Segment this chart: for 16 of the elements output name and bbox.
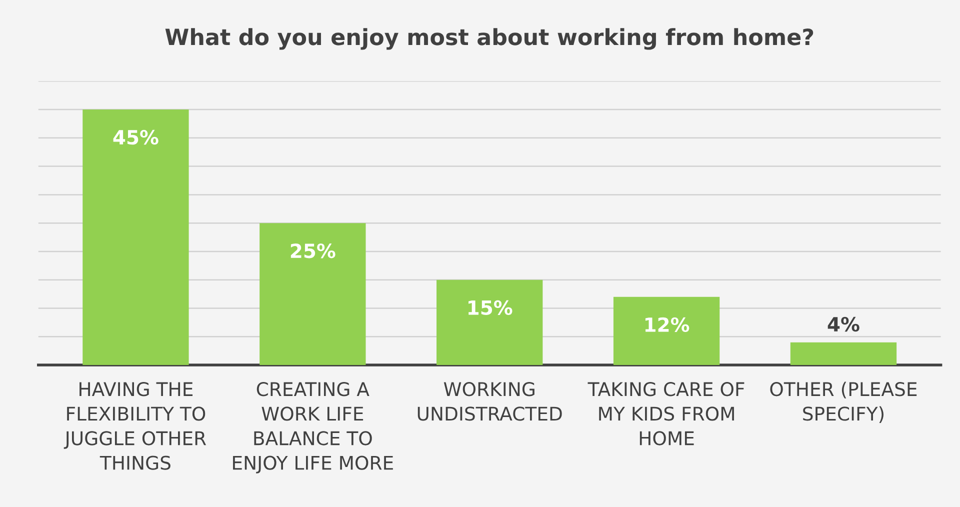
data-label: 4% (828, 316, 860, 332)
bar (260, 223, 366, 366)
data-label: 12% (645, 317, 690, 332)
x-tick-label: OTHER (PLEASE SPECIFY) (770, 382, 917, 423)
bar (436, 280, 543, 366)
x-tick-label: WORKING UNDISTRACTED (418, 382, 562, 421)
x-tick-label: HAVING THE FLEXIBILITY TO JUGGLE OTHER THINGS (64, 382, 206, 470)
x-tick-label: CREATING A WORK LIFE BALANCE TO ENJOY LIFE MORE (233, 382, 393, 474)
x-tick-label: TAKING CARE OF MY KIDS FROM HOME (588, 382, 744, 446)
bar (790, 342, 897, 366)
data-label: 15% (468, 300, 512, 315)
bar (82, 110, 189, 366)
chart-title: What do you enjoy most about working from home? (165, 28, 814, 50)
data-label: 25% (290, 243, 336, 258)
bar (613, 296, 720, 366)
data-label: 45% (113, 130, 158, 145)
